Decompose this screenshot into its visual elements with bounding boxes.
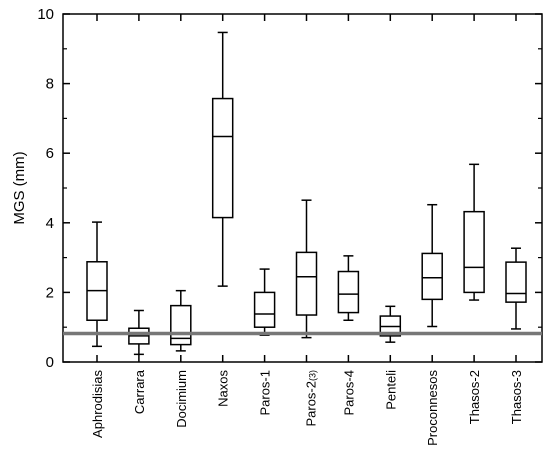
box-paros-1 — [253, 268, 276, 336]
x-axis: Aphrodisias Carrara Docimium Naxos Paros-1 Pa… — [90, 14, 524, 446]
box-iqr — [211, 97, 234, 219]
box-proconnesos — [421, 203, 443, 328]
box-thasos-3 — [505, 247, 527, 330]
x-category-label: Paros-1 — [258, 370, 273, 416]
box-thasos-2 — [463, 163, 485, 301]
y-tick-label: 10 — [37, 6, 54, 23]
box-naxos — [211, 31, 234, 287]
x-category-superscript: (3) — [308, 370, 318, 381]
box-iqr — [421, 252, 443, 301]
x-category-label: Thasos-3 — [509, 370, 524, 424]
x-category-label: Paros-4 — [341, 370, 356, 416]
y-tick-label: 2 — [46, 284, 54, 301]
y-axis: 0 2 4 6 8 10 — [37, 6, 542, 371]
x-category-label: Proconnesos — [425, 370, 440, 446]
x-category-label: Docimium — [174, 370, 189, 428]
x-category-label: Paros-2(3) — [304, 370, 319, 427]
box-iqr — [337, 270, 360, 314]
box-iqr — [463, 210, 485, 294]
box-paros-4 — [337, 255, 360, 321]
box-iqr — [505, 261, 527, 303]
box-penteli — [379, 305, 402, 343]
box-iqr — [253, 291, 276, 328]
box-paros-2 — [295, 199, 318, 339]
x-category-label: Penteli — [383, 370, 398, 410]
box-docimium — [170, 289, 192, 352]
y-tick-label: 4 — [46, 215, 54, 232]
y-tick-label: 0 — [46, 354, 54, 371]
y-axis-title: MGS (mm) — [11, 151, 28, 224]
box-series — [86, 31, 527, 356]
x-category-label: Thasos-2 — [467, 370, 482, 424]
box-aphrodisias — [86, 221, 108, 348]
box-iqr — [295, 251, 318, 316]
y-tick-label: 6 — [46, 145, 54, 162]
x-category-label: Carrara — [132, 369, 147, 414]
y-tick-label: 8 — [46, 76, 54, 93]
x-category-label: Aphrodisias — [90, 370, 105, 438]
x-category-label-text: Paros-2 — [304, 381, 319, 427]
x-category-label: Naxos — [216, 370, 231, 407]
